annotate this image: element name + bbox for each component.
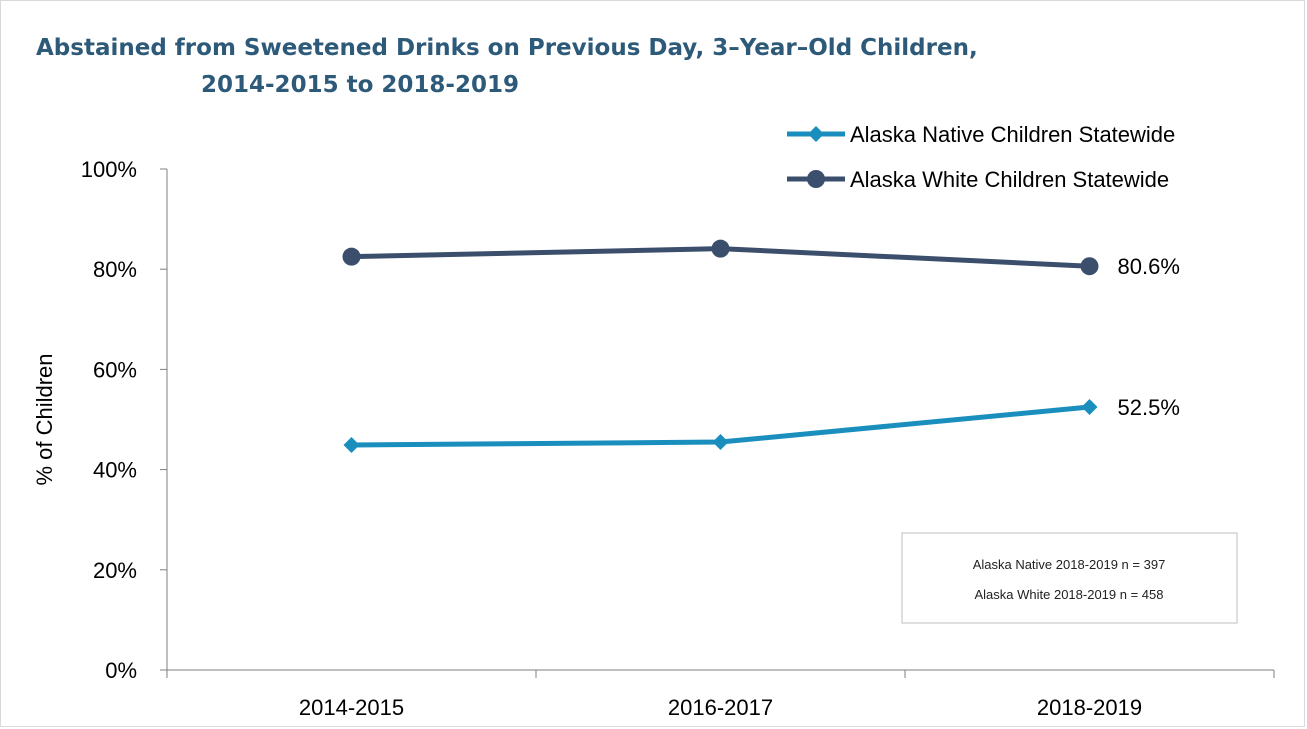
data-point bbox=[1081, 398, 1098, 415]
legend-item: Alaska White Children Statewide bbox=[787, 167, 1169, 192]
data-point bbox=[343, 437, 360, 454]
data-point bbox=[1080, 257, 1099, 276]
chart-axes bbox=[160, 168, 1275, 678]
chart-title-line-1: Abstained from Sweetened Drinks on Previ… bbox=[36, 35, 978, 61]
x-tick-labels: 2014-2015 2016-2017 2018-2019 bbox=[299, 695, 1142, 720]
chart-title: Abstained from Sweetened Drinks on Previ… bbox=[36, 30, 978, 104]
data-point bbox=[711, 239, 730, 258]
y-tick-label: 80% bbox=[93, 257, 137, 282]
y-tick-label: 60% bbox=[93, 357, 137, 382]
legend-item: Alaska Native Children Statewide bbox=[787, 122, 1175, 147]
sample-size-box-frame bbox=[901, 532, 1238, 624]
y-tick-labels: 0% 20% 40% 60% 80% 100% bbox=[81, 157, 137, 683]
series-1: 52.5% bbox=[343, 395, 1180, 454]
legend: Alaska Native Children Statewide Alaska W… bbox=[787, 122, 1175, 192]
data-point bbox=[712, 434, 729, 451]
legend-swatch-marker bbox=[808, 126, 824, 142]
sample-size-white: Alaska White 2018-2019 n = 458 bbox=[975, 587, 1164, 602]
y-axis-label: % of Children bbox=[32, 353, 57, 485]
end-value-label: 52.5% bbox=[1118, 395, 1180, 420]
x-tick-label: 2014-2015 bbox=[299, 695, 404, 720]
legend-swatch-marker bbox=[807, 170, 825, 188]
x-tick-label: 2018-2019 bbox=[1037, 695, 1142, 720]
legend-label: Alaska Native Children Statewide bbox=[850, 122, 1175, 147]
y-tick-label: 100% bbox=[81, 157, 137, 182]
x-tick-label: 2016-2017 bbox=[668, 695, 773, 720]
end-value-label: 80.6% bbox=[1118, 254, 1180, 279]
y-tick-label: 0% bbox=[105, 658, 137, 683]
data-point bbox=[342, 247, 361, 266]
chart-title-line-2: 2014-2015 to 2018-2019 bbox=[201, 72, 519, 98]
sample-size-box: Alaska Native 2018-2019 n = 397 Alaska W… bbox=[901, 532, 1238, 624]
y-tick-label: 40% bbox=[93, 458, 137, 483]
sample-size-native: Alaska Native 2018-2019 n = 397 bbox=[973, 557, 1166, 572]
legend-label: Alaska White Children Statewide bbox=[850, 167, 1169, 192]
y-tick-label: 20% bbox=[93, 558, 137, 583]
series-2: 80.6% bbox=[342, 239, 1180, 279]
series-group: 52.5% 80.6% bbox=[342, 239, 1180, 454]
